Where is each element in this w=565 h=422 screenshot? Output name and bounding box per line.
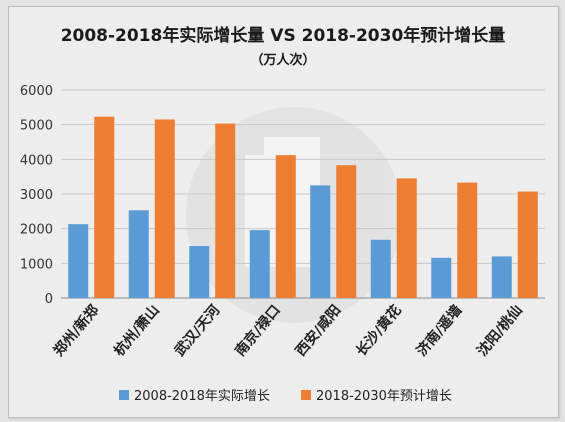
y-tick-label: 1000 <box>20 257 53 272</box>
y-tick-label: 5000 <box>20 119 53 134</box>
bars <box>68 116 538 299</box>
axes: 0 1000 2000 3000 4000 5000 6000 <box>20 84 53 307</box>
bar-actual <box>249 230 270 298</box>
bar-forecast <box>94 116 115 299</box>
legend-label: 2018-2030年预计增长 <box>316 389 452 404</box>
y-tick-label: 0 <box>45 292 53 307</box>
bar-actual <box>128 210 149 298</box>
chart-title: 2008-2018年实际增长量 VS 2018-2030年预计增长量 <box>61 25 506 46</box>
y-tick-label: 4000 <box>20 153 53 168</box>
bar-actual <box>491 256 512 298</box>
bar-forecast <box>275 155 296 298</box>
bar-chart: 2008-2018年实际增长量 VS 2018-2030年预计增长量 （万人次）… <box>20 25 545 404</box>
y-tick-label: 2000 <box>20 223 53 238</box>
chart-subtitle: （万人次） <box>250 52 315 68</box>
bar-actual <box>370 239 391 298</box>
bar-forecast <box>457 182 478 298</box>
bar-forecast <box>154 119 175 298</box>
bar-forecast <box>396 178 417 298</box>
legend-label: 2008-2018年实际增长 <box>134 389 270 404</box>
bar-actual <box>431 257 452 298</box>
y-tick-label: 3000 <box>20 188 53 203</box>
bar-forecast <box>517 191 538 298</box>
legend: 2008-2018年实际增长 2018-2030年预计增长 <box>119 389 452 404</box>
bar-actual <box>68 224 89 298</box>
bar-actual <box>310 185 331 298</box>
bar-forecast <box>215 123 236 298</box>
x-category-label: 长沙/黄花 <box>353 302 405 360</box>
y-tick-label: 6000 <box>20 84 53 99</box>
bar-forecast <box>336 165 357 298</box>
x-category-label: 郑州/新郑 <box>50 302 102 360</box>
x-category-label: 杭州/萧山 <box>111 302 163 360</box>
chart-frame: 2008-2018年实际增长量 VS 2018-2030年预计增长量 （万人次）… <box>8 6 559 418</box>
legend-swatch <box>119 390 129 400</box>
x-category-label: 济南/遥墙 <box>413 302 465 360</box>
bar-actual <box>189 246 210 298</box>
x-category-label: 沈阳/桃仙 <box>474 302 526 360</box>
legend-swatch <box>301 390 311 400</box>
x-category-label: 武汉/天河 <box>171 302 223 360</box>
